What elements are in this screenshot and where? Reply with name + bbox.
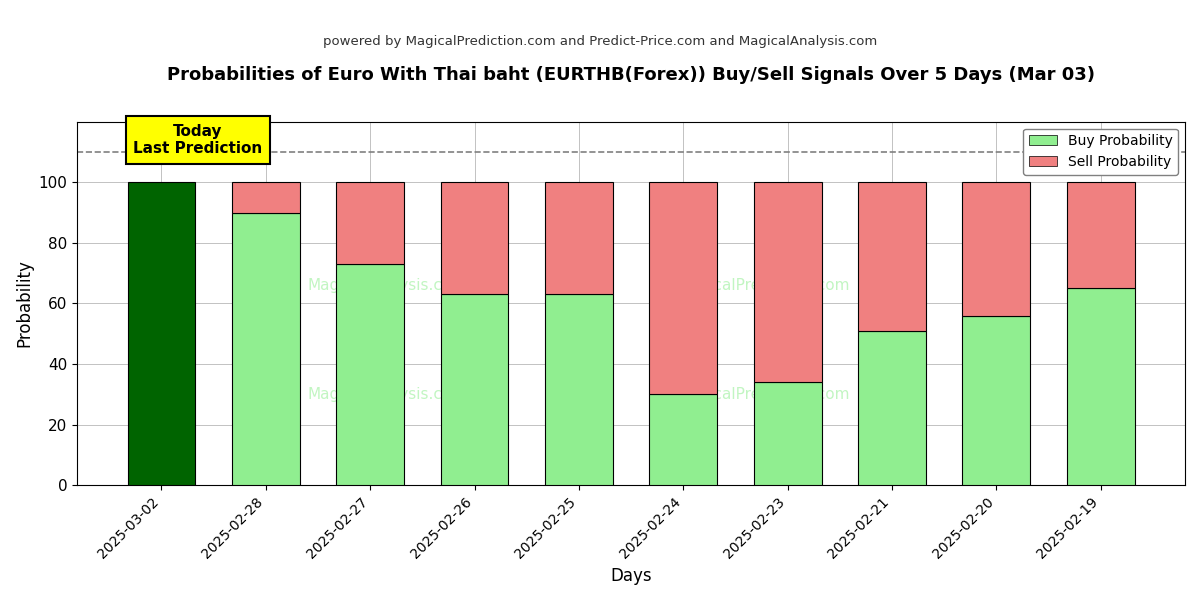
Bar xyxy=(649,394,718,485)
Bar xyxy=(336,182,404,264)
Bar xyxy=(232,182,300,212)
Text: MagicalPrediction.com: MagicalPrediction.com xyxy=(678,278,851,293)
Bar xyxy=(232,212,300,485)
Bar xyxy=(962,182,1031,316)
Bar xyxy=(336,264,404,485)
Bar xyxy=(858,331,926,485)
Bar xyxy=(440,182,509,295)
Bar xyxy=(962,316,1031,485)
Bar xyxy=(1067,182,1135,289)
Text: Today
Last Prediction: Today Last Prediction xyxy=(133,124,263,156)
Text: powered by MagicalPrediction.com and Predict-Price.com and MagicalAnalysis.com: powered by MagicalPrediction.com and Pre… xyxy=(323,35,877,48)
Bar xyxy=(440,295,509,485)
Y-axis label: Probability: Probability xyxy=(14,260,32,347)
Bar xyxy=(649,182,718,394)
Title: Probabilities of Euro With Thai baht (EURTHB(Forex)) Buy/Sell Signals Over 5 Day: Probabilities of Euro With Thai baht (EU… xyxy=(167,66,1096,84)
Legend: Buy Probability, Sell Probability: Buy Probability, Sell Probability xyxy=(1024,128,1178,175)
Bar xyxy=(127,182,196,485)
X-axis label: Days: Days xyxy=(611,567,652,585)
Text: MagicalAnalysis.com: MagicalAnalysis.com xyxy=(307,278,467,293)
Bar xyxy=(858,182,926,331)
Bar xyxy=(754,182,822,382)
Bar xyxy=(545,295,613,485)
Text: MagicalAnalysis.com: MagicalAnalysis.com xyxy=(307,387,467,402)
Bar xyxy=(754,382,822,485)
Text: MagicalPrediction.com: MagicalPrediction.com xyxy=(678,387,851,402)
Bar xyxy=(1067,289,1135,485)
Bar xyxy=(545,182,613,295)
